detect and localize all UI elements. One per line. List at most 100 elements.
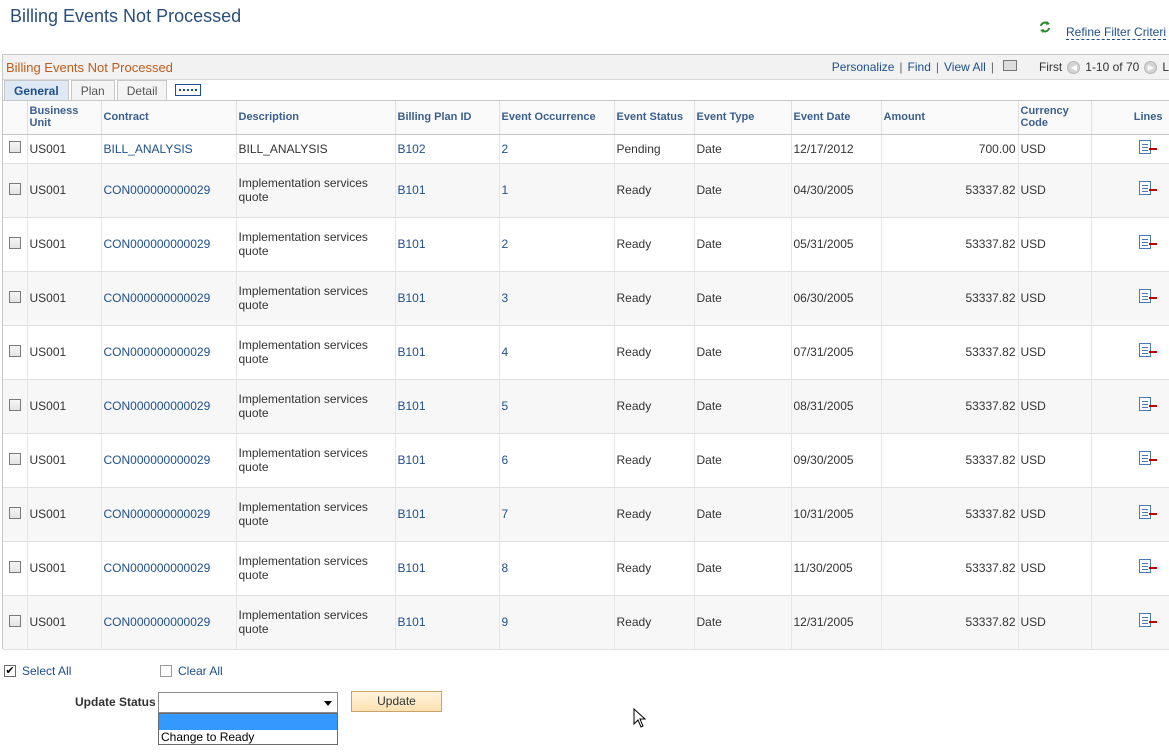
lines-detail-icon[interactable] [1138, 451, 1157, 466]
cell-billing-plan-link[interactable]: B102 [395, 134, 500, 164]
cell-event-date: 04/30/2005 [791, 163, 882, 218]
cell-contract-link[interactable]: CON000000000029 [101, 433, 237, 488]
row-select-cell [3, 271, 28, 326]
row-checkbox[interactable] [8, 236, 21, 249]
lines-detail-icon[interactable] [1138, 505, 1157, 520]
cell-event-occurrence-link[interactable]: 9 [499, 595, 615, 650]
row-checkbox[interactable] [8, 182, 21, 195]
cell-contract-link[interactable]: CON000000000029 [101, 595, 237, 650]
refine-filter-link[interactable]: Refine Filter Criteri [1066, 25, 1167, 40]
lines-detail-icon[interactable] [1138, 289, 1157, 304]
cell-contract-link[interactable]: CON000000000029 [101, 325, 237, 380]
cell-event-type: Date [694, 487, 792, 542]
cell-billing-plan-link[interactable]: B101 [395, 433, 500, 488]
cell-contract-link[interactable]: CON000000000029 [101, 271, 237, 326]
table-row: US001 CON000000000029 Implementation servi… [3, 487, 1169, 542]
update-status-options[interactable]: Change to Ready [158, 713, 338, 745]
cell-contract-link[interactable]: CON000000000029 [101, 487, 237, 542]
option-blank[interactable] [159, 714, 337, 730]
cell-event-occurrence-link[interactable]: 1 [499, 163, 615, 218]
cell-event-occurrence-link[interactable]: 2 [499, 134, 615, 164]
col-business-unit[interactable]: Business Unit [27, 101, 102, 135]
personalize-link[interactable]: Personalize [831, 60, 895, 74]
col-event-status[interactable]: Event Status [614, 101, 695, 135]
lines-detail-icon[interactable] [1138, 181, 1157, 196]
show-all-columns-tab[interactable] [169, 80, 208, 100]
col-event-occurrence[interactable]: Event Occurrence [499, 101, 615, 135]
cell-billing-plan-link[interactable]: B101 [395, 217, 500, 272]
refine-filter[interactable]: Refine Filter Criteri [1038, 18, 1169, 40]
last-label-cut: L [1162, 60, 1169, 74]
cell-event-occurrence-link[interactable]: 3 [499, 271, 615, 326]
col-event-date[interactable]: Event Date [791, 101, 882, 135]
lines-detail-icon[interactable] [1138, 235, 1157, 250]
cell-billing-plan-link[interactable]: B101 [395, 595, 500, 650]
find-link[interactable]: Find [907, 60, 931, 74]
row-checkbox[interactable] [8, 560, 21, 573]
clear-all-label[interactable]: Clear All [178, 664, 223, 678]
cell-event-occurrence-link[interactable]: 6 [499, 433, 615, 488]
table-row: US001 CON000000000029 Implementation servi… [3, 163, 1169, 218]
download-icon[interactable] [1002, 60, 1017, 71]
previous-arrow-icon[interactable]: ◀ [1067, 60, 1081, 74]
select-all[interactable]: ✔ Select All [4, 664, 71, 678]
cell-event-occurrence-link[interactable]: 2 [499, 217, 615, 272]
clear-all[interactable]: Clear All [160, 664, 223, 678]
cell-amount: 700.00 [881, 134, 1019, 164]
update-button[interactable]: Update [351, 691, 442, 712]
tab-detail[interactable]: Detail [116, 80, 168, 100]
row-checkbox[interactable] [8, 506, 21, 519]
cell-billing-plan-link[interactable]: B101 [395, 379, 500, 434]
row-checkbox[interactable] [8, 452, 21, 465]
view-all-link[interactable]: View All [944, 60, 986, 74]
cell-description: Implementation services quote [236, 271, 396, 326]
cell-contract-link[interactable]: BILL_ANALYSIS [101, 134, 237, 164]
row-checkbox[interactable] [8, 141, 21, 153]
lines-detail-icon[interactable] [1138, 343, 1157, 358]
table-row: US001 CON000000000029 Implementation servi… [3, 595, 1169, 650]
row-checkbox[interactable] [8, 398, 21, 411]
lines-detail-icon[interactable] [1138, 397, 1157, 412]
select-all-label[interactable]: Select All [22, 664, 72, 678]
cell-billing-plan-link[interactable]: B101 [395, 325, 500, 380]
table-row: US001 CON000000000029 Implementation servi… [3, 325, 1169, 380]
col-billing-plan-id[interactable]: Billing Plan ID [395, 101, 500, 135]
cell-event-occurrence-link[interactable]: 7 [499, 487, 615, 542]
row-checkbox[interactable] [8, 614, 21, 627]
col-amount[interactable]: Amount [881, 101, 1019, 135]
cell-contract-link[interactable]: CON000000000029 [101, 217, 237, 272]
update-status-label: Update Status [75, 695, 156, 709]
cell-billing-plan-link[interactable]: B101 [395, 541, 500, 596]
cell-currency-code: USD [1018, 163, 1092, 218]
cell-contract-link[interactable]: CON000000000029 [101, 541, 237, 596]
option-change-to-ready[interactable]: Change to Ready [161, 730, 255, 744]
lines-detail-icon[interactable] [1138, 139, 1157, 155]
cell-billing-plan-link[interactable]: B101 [395, 487, 500, 542]
cell-event-date: 08/31/2005 [791, 379, 882, 434]
col-currency-code[interactable]: Currency Code [1018, 101, 1092, 135]
tab-general[interactable]: General [4, 80, 69, 100]
cell-billing-plan-link[interactable]: B101 [395, 163, 500, 218]
col-event-type[interactable]: Event Type [694, 101, 792, 135]
cell-event-date: 09/30/2005 [791, 433, 882, 488]
cell-currency-code: USD [1018, 217, 1092, 272]
cell-contract-link[interactable]: CON000000000029 [101, 379, 237, 434]
row-checkbox[interactable] [8, 290, 21, 303]
table-row: US001 CON000000000029 Implementation servi… [3, 433, 1169, 488]
row-checkbox[interactable] [8, 344, 21, 357]
cell-contract-link[interactable]: CON000000000029 [101, 163, 237, 218]
refresh-icon[interactable] [1038, 20, 1052, 34]
col-contract[interactable]: Contract [101, 101, 237, 135]
lines-detail-icon[interactable] [1138, 613, 1157, 628]
lines-detail-icon[interactable] [1138, 559, 1157, 574]
cell-event-occurrence-link[interactable]: 4 [499, 325, 615, 380]
update-status-dropdown[interactable] [158, 692, 338, 713]
next-arrow-icon[interactable]: ▶ [1144, 60, 1158, 74]
cell-event-occurrence-link[interactable]: 5 [499, 379, 615, 434]
cell-lines [1091, 134, 1169, 164]
tab-plan[interactable]: Plan [70, 80, 115, 100]
cell-event-occurrence-link[interactable]: 8 [499, 541, 615, 596]
cell-event-status: Ready [614, 487, 695, 542]
col-description[interactable]: Description [236, 101, 396, 135]
cell-billing-plan-link[interactable]: B101 [395, 271, 500, 326]
